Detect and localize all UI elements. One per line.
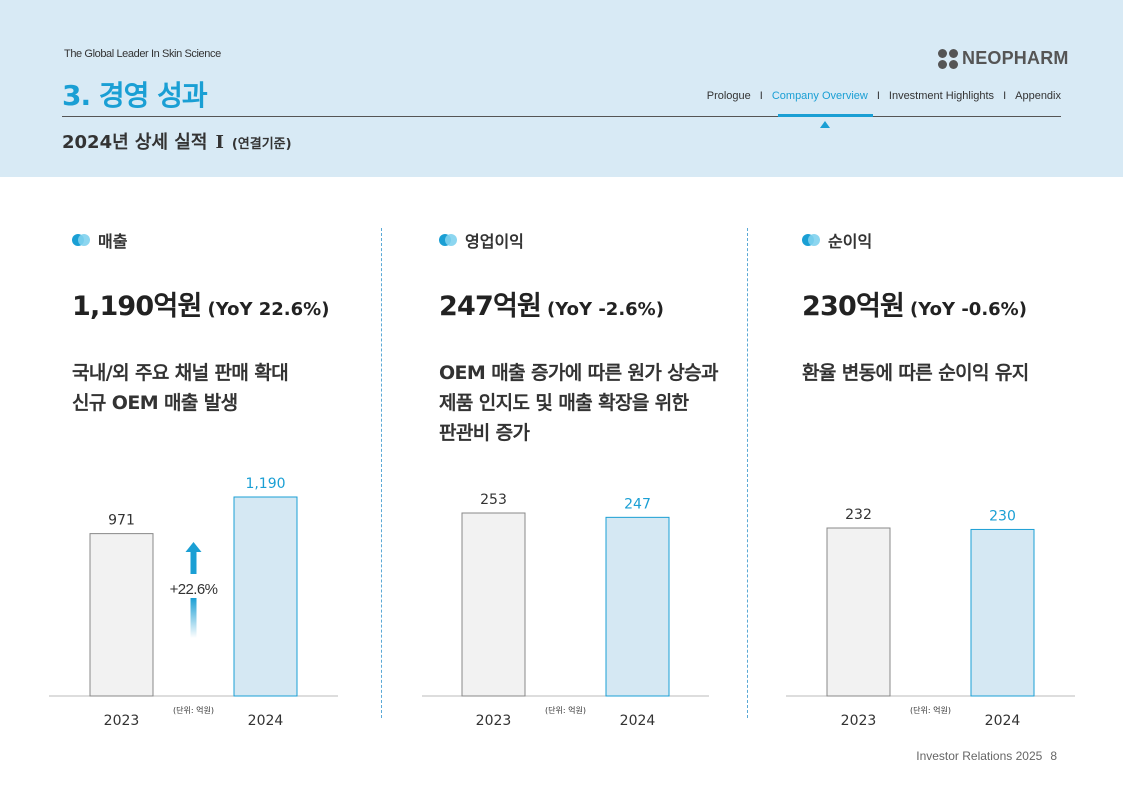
nav-separator: I [759, 90, 763, 102]
bullet-dots-icon [802, 233, 820, 247]
headline-yoy: (YoY -2.6%) [547, 299, 664, 320]
desc-line: OEM 매출 증가에 따른 원가 상승과 [439, 362, 718, 384]
bar-2023 [461, 512, 526, 697]
desc-line: 신규 OEM 매출 발생 [72, 392, 238, 414]
bar-2023 [826, 527, 891, 697]
desc-line: 환율 변동에 따른 순이익 유지 [802, 362, 1029, 384]
company-logo: NEOPHARM [938, 48, 1069, 69]
nav-item-appendix[interactable]: Appendix [1015, 90, 1061, 102]
growth-arrow-shaft [190, 550, 197, 574]
subtitle-text: 2024년 상세 실적 [62, 132, 208, 153]
nav-item-company-overview[interactable]: Company Overview [771, 90, 868, 102]
growth-arrow-tail [190, 598, 197, 638]
bar-2024 [970, 528, 1035, 697]
subtitle-numeral: I [215, 132, 224, 153]
metric-head-operating-profit: 영업이익 [439, 228, 524, 252]
metric-headline-operating-profit: 247억원 (YoY -2.6%) [439, 284, 664, 323]
footer-text: Investor Relations 2025 [916, 749, 1043, 763]
page-subtitle: 2024년 상세 실적 I (연결기준) [62, 128, 292, 154]
x-tick-label: 2024 [248, 713, 284, 729]
unit-note: (단위: 억원) [545, 705, 586, 715]
headline-yoy: (YoY 22.6%) [207, 299, 330, 320]
bullet-dots-icon [72, 233, 90, 247]
logo-mark-icon [938, 48, 958, 69]
bar-2024 [605, 516, 670, 697]
bar-2023 [89, 533, 154, 697]
data-label: 230 [989, 508, 1016, 524]
metric-description-revenue: 국내/외 주요 채널 판매 확대 신규 OEM 매출 발생 [72, 358, 289, 418]
x-tick-label: 2023 [841, 713, 877, 729]
unit-note: (단위: 억원) [910, 705, 951, 715]
nav-item-investment-highlights[interactable]: Investment Highlights [888, 90, 995, 102]
data-label: 247 [624, 496, 651, 512]
subtitle-note: (연결기준) [231, 137, 292, 152]
nav-active-indicator [778, 114, 873, 117]
x-tick-label: 2024 [620, 713, 656, 729]
nav-item-prologue[interactable]: Prologue [706, 90, 751, 102]
data-label: 971 [108, 513, 135, 529]
headline-value: 247억원 [439, 291, 542, 322]
tagline: The Global Leader In Skin Science [64, 48, 221, 60]
metric-label: 순이익 [828, 232, 873, 251]
nav-caret-icon [820, 121, 830, 128]
headline-value: 1,190억원 [72, 291, 202, 322]
x-tick-label: 2023 [476, 713, 512, 729]
x-tick-label: 2023 [104, 713, 140, 729]
x-tick-label: 2024 [985, 713, 1021, 729]
metric-head-revenue: 매출 [72, 228, 127, 252]
growth-arrow-icon [185, 542, 202, 552]
data-label: 253 [480, 492, 507, 508]
top-nav: Prologue I Company Overview I Investment… [707, 90, 1061, 102]
page-number: 8 [1050, 749, 1057, 763]
metric-head-net-income: 순이익 [802, 228, 872, 252]
bullet-dots-icon [439, 233, 457, 247]
metric-description-operating-profit: OEM 매출 증가에 따른 원가 상승과 제품 인지도 및 매출 확장을 위한 … [439, 358, 718, 448]
footer: Investor Relations 2025 8 [916, 749, 1057, 763]
desc-line: 제품 인지도 및 매출 확장을 위한 [439, 392, 689, 414]
data-label: 232 [845, 507, 872, 523]
bar-2024 [233, 496, 298, 697]
metric-label: 영업이익 [465, 232, 524, 251]
nav-separator: I [876, 90, 880, 102]
desc-line: 판관비 증가 [439, 422, 530, 444]
data-label: 1,190 [245, 476, 285, 492]
column-divider [381, 228, 382, 718]
metric-label: 매출 [98, 232, 128, 251]
desc-line: 국내/외 주요 채널 판매 확대 [72, 362, 289, 384]
nav-separator: I [1003, 90, 1007, 102]
growth-annotation: +22.6% [170, 581, 218, 598]
headline-value: 230억원 [802, 291, 905, 322]
headline-yoy: (YoY -0.6%) [910, 299, 1027, 320]
metric-headline-revenue: 1,190억원 (YoY 22.6%) [72, 284, 329, 323]
logo-text: NEOPHARM [962, 48, 1069, 68]
column-divider [747, 228, 748, 718]
unit-note: (단위: 억원) [173, 705, 214, 715]
metric-headline-net-income: 230억원 (YoY -0.6%) [802, 284, 1027, 323]
nav-rule [62, 116, 1061, 117]
section-title: 3. 경영 성과 [62, 79, 208, 112]
header-band: The Global Leader In Skin Science 3. 경영 … [0, 0, 1123, 177]
metric-description-net-income: 환율 변동에 따른 순이익 유지 [802, 358, 1029, 388]
